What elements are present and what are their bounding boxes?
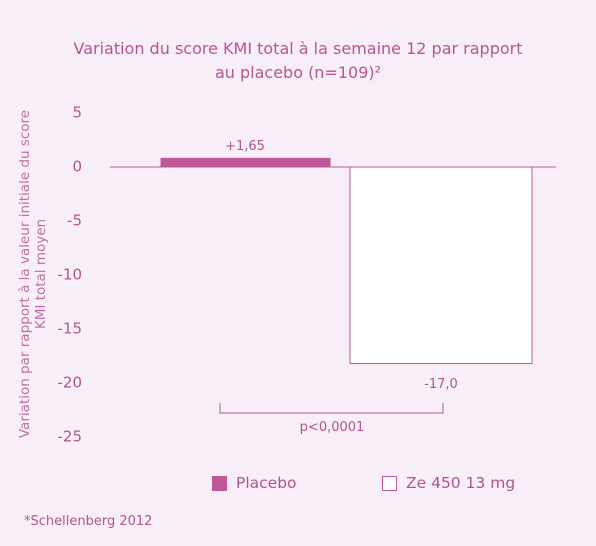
legend-item-placebo: Placebo (212, 474, 297, 492)
legend-swatch-placebo (212, 475, 227, 491)
y-tick-label: -25 (58, 428, 83, 446)
chart-title-line-2: au placebo (n=109)² (214, 63, 382, 82)
y-tick-label: -5 (67, 212, 82, 230)
p-value-annotation: p<0,0001 (300, 420, 365, 435)
data-label-placebo: +1,65 (225, 139, 265, 154)
bar-ze (349, 166, 533, 365)
y-tick-label: -10 (58, 266, 83, 284)
significance-bracket (219, 403, 444, 414)
chart-title: Variation du score KMI total à la semain… (0, 37, 596, 85)
legend-label-ze: Ze 450 13 mg (406, 474, 516, 492)
legend-swatch-ze (382, 475, 397, 491)
y-tick-label: 5 (72, 104, 82, 122)
chart-title-line-1: Variation du score KMI total à la semain… (73, 39, 523, 58)
y-tick-label: 0 (72, 158, 82, 176)
y-tick-label: -20 (58, 374, 83, 392)
legend-item-ze: Ze 450 13 mg (382, 474, 515, 492)
footnote: *Schellenberg 2012 (24, 514, 153, 529)
data-label-ze: -17,0 (424, 377, 458, 392)
legend-label-placebo: Placebo (236, 474, 297, 492)
bar-placebo (160, 157, 331, 168)
y-tick-label: -15 (58, 320, 83, 338)
